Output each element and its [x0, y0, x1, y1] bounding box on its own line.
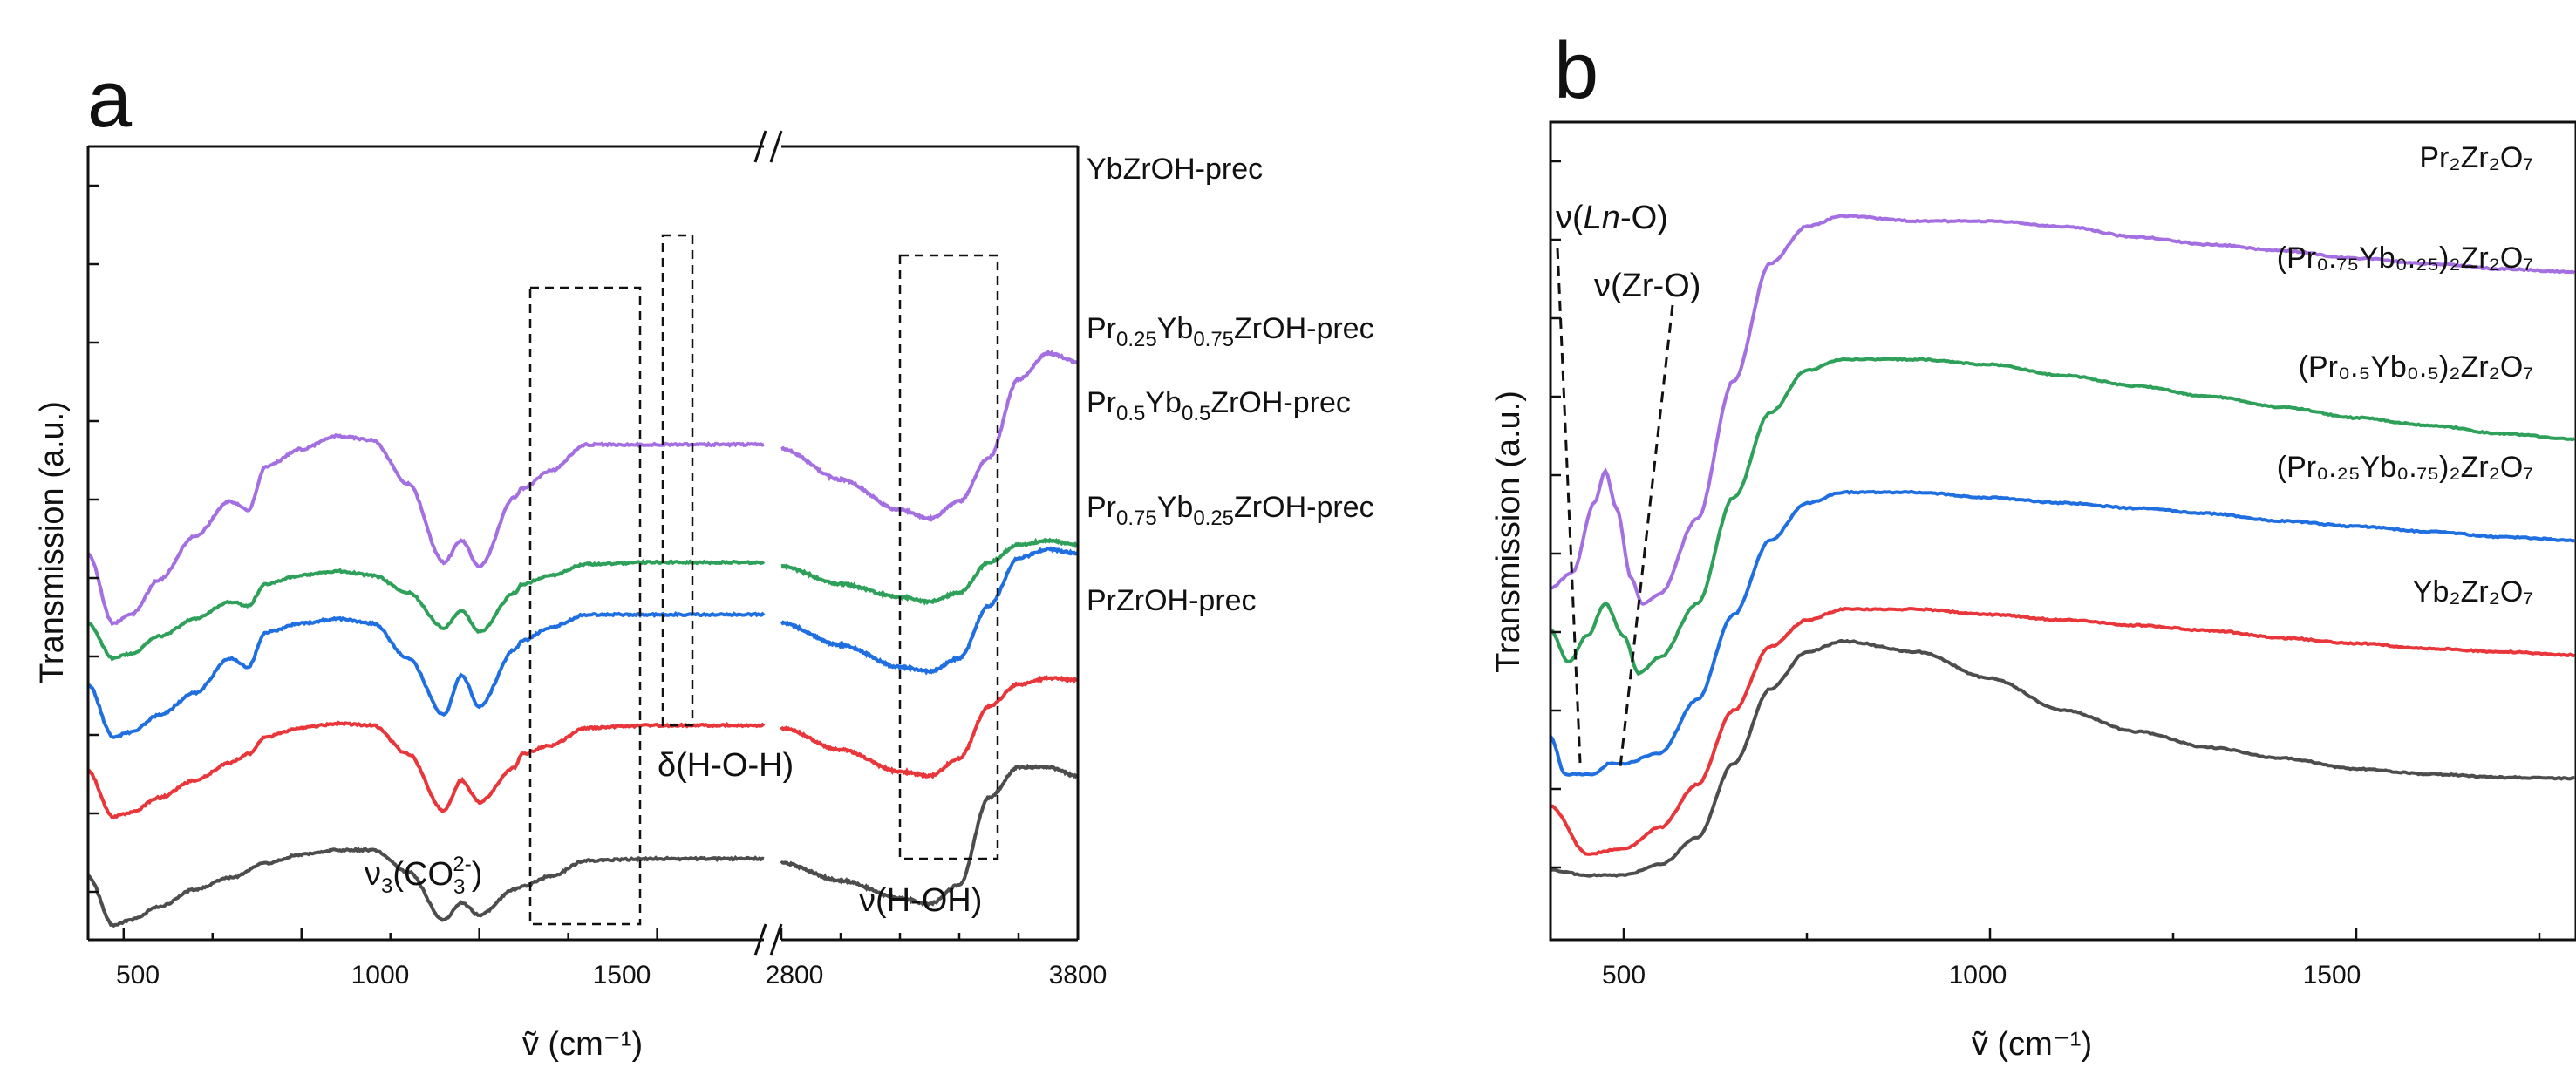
panel-a-frame	[86, 145, 1080, 942]
panel-b-letter: b	[1554, 26, 1598, 115]
series-pr0-5yb0-5zroh-prec-high	[780, 546, 1078, 676]
panel-b-x-ticks	[1622, 928, 2541, 940]
label-pr025yb075zroh-prec: Pr0.25Yb0.75ZrOH-prec	[1087, 312, 1374, 351]
series--pr0-5yb0-5-2zr2o7	[1549, 489, 2575, 777]
b-label-pr025yb075: (Pr₀.₂₅Yb₀.₇₅)₂Zr₂O₇	[2277, 451, 2533, 484]
panel-b-y-ticks	[1550, 160, 1561, 869]
tick-label-500: 500	[116, 961, 160, 989]
label-ybzroh-prec: YbZrOH-prec	[1087, 153, 1263, 186]
b-label-pr2zr2o7: Pr₂Zr₂O₇	[2419, 141, 2533, 174]
series--pr0-25yb0-75-2zr2o7	[1550, 607, 2575, 856]
annotation-zr-o: ν(Zr-O)	[1594, 268, 1700, 304]
panel-a-letter: a	[87, 55, 133, 144]
panel-a-y-axis-label: Transmission (a.u.)	[34, 401, 71, 683]
panel-b-series	[1549, 214, 2576, 878]
panel-a-x-axis-label: ṽ (cm⁻¹)	[522, 1026, 643, 1063]
panel-a-x-ticks	[122, 928, 1080, 940]
tick-label-1000: 1000	[351, 961, 410, 989]
series-ybzroh-prec-high	[780, 349, 1079, 522]
b-tick-label-500: 500	[1602, 961, 1646, 989]
series-przroh-prec-high	[780, 763, 1079, 908]
b-label-pr075yb025: (Pr₀.₇₅Yb₀.₂₅)₂Zr₂O₇	[2277, 241, 2533, 275]
series-yb2zr2o7	[1550, 638, 2575, 878]
annotation-ln-o: ν(Ln-O)	[1556, 200, 1668, 236]
annotation-boxes	[528, 234, 999, 926]
series-pr2zr2o7	[1550, 214, 2576, 606]
tick-label-3800: 3800	[1049, 961, 1107, 989]
label-pr05yb05zroh-prec: Pr0.5Yb0.5ZrOH-prec	[1087, 386, 1351, 425]
annotation-bend: δ(H-O-H)	[658, 747, 794, 784]
series-pr0-75yb0-25zroh-prec-low	[86, 720, 766, 819]
panel-a: a 500 1000 1500 2800 3800 ṽ (cm⁻¹) Trans…	[34, 55, 1374, 1063]
stretch-box	[898, 254, 999, 860]
panel-b-frame	[1549, 120, 2576, 942]
series-pr0-25yb0-75zroh-prec-high	[780, 537, 1080, 606]
label-przroh-prec: PrZrOH-prec	[1087, 584, 1257, 617]
series-pr0-5yb0-5zroh-prec-low	[87, 611, 766, 739]
annotation-stretch: ν(H-OH)	[859, 882, 982, 919]
bend-box	[661, 234, 694, 727]
b-label-pr05yb05: (Pr₀.₅Yb₀.₅)₂Zr₂O₇	[2299, 350, 2533, 384]
series-przroh-prec-low	[86, 846, 765, 928]
panel-a-series	[86, 349, 1080, 928]
b-tick-label-1500: 1500	[2303, 961, 2361, 989]
b-label-yb2zr2o7: Yb₂Zr₂O₇	[2413, 575, 2533, 609]
label-pr075yb025zroh-prec: Pr0.75Yb0.25ZrOH-prec	[1087, 491, 1374, 530]
carbonate-box	[528, 286, 642, 926]
axis-break-marks	[753, 130, 783, 956]
series--pr0-75yb0-25-2zr2o7	[1550, 357, 2576, 677]
panel-b-guide-lines	[1556, 248, 1674, 768]
panel-b: b 500 1000 1500 ṽ (cm⁻¹) Transmission (a…	[1490, 26, 2576, 1063]
b-tick-label-1000: 1000	[1949, 961, 2007, 989]
panel-a-y-ticks	[88, 184, 99, 894]
series-pr0-75yb0-25zroh-prec-high	[780, 675, 1080, 779]
series-ybzroh-prec-low	[86, 433, 765, 627]
panel-b-x-axis-label: ṽ (cm⁻¹)	[1972, 1026, 2092, 1063]
series-pr0-25yb0-75zroh-prec-low	[86, 559, 766, 662]
annotation-carbonate: ν3(CO32-)	[365, 853, 482, 899]
tick-label-2800: 2800	[766, 961, 824, 989]
panel-b-y-axis-label: Transmission (a.u.)	[1490, 391, 1527, 673]
tick-label-1500: 1500	[593, 961, 651, 989]
